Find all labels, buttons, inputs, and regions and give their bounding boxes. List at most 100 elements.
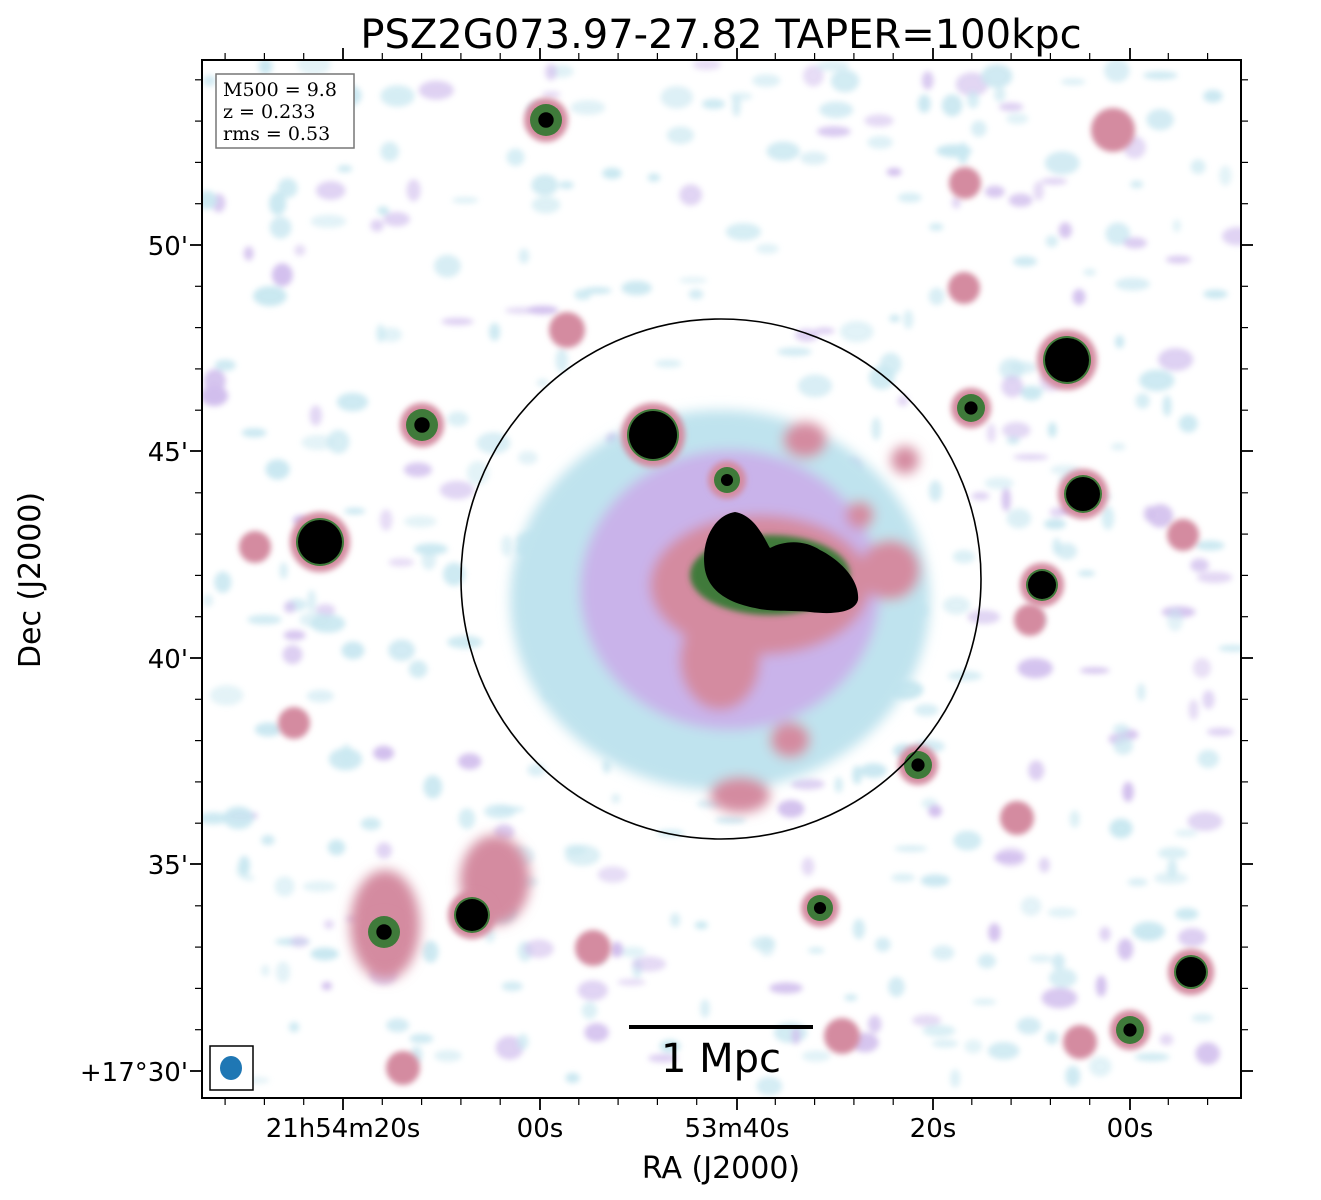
y-tick-label: 45' bbox=[148, 438, 188, 468]
noise-patch bbox=[988, 923, 1001, 942]
noise-patch bbox=[1122, 781, 1134, 803]
noise-patch bbox=[495, 1035, 524, 1060]
noise-patch bbox=[447, 635, 483, 649]
noise-patch bbox=[1056, 543, 1078, 560]
noise-patch bbox=[617, 978, 646, 986]
beam-indicator bbox=[209, 1045, 254, 1091]
noise-patch bbox=[610, 941, 623, 958]
noise-patch bbox=[1013, 454, 1049, 461]
noise-patch bbox=[1002, 422, 1031, 439]
noise-patch bbox=[1051, 953, 1065, 970]
noise-patch bbox=[830, 69, 860, 93]
axis-ticks bbox=[190, 48, 1253, 1110]
y-axis-label: Dec (J2000) bbox=[13, 492, 48, 668]
noise-patch bbox=[302, 881, 337, 892]
source-halo bbox=[1167, 519, 1199, 551]
noise-patch bbox=[380, 327, 403, 342]
noise-patch bbox=[360, 817, 381, 831]
x-tick-label: 00s bbox=[1107, 1114, 1154, 1144]
y-tick-label: 35' bbox=[148, 851, 188, 881]
noise-patch bbox=[679, 184, 703, 206]
noise-patch bbox=[1016, 1017, 1041, 1035]
noise-patch bbox=[1006, 508, 1032, 529]
noise-patch bbox=[994, 87, 1006, 102]
noise-patch bbox=[803, 65, 824, 87]
noise-patch bbox=[559, 181, 574, 190]
noise-patch bbox=[1019, 386, 1046, 393]
x-tick-labels: 21h54m20s 00s 53m40s 20s 00s bbox=[266, 1114, 1154, 1144]
noise-patch bbox=[545, 63, 557, 81]
noise-patch bbox=[621, 280, 652, 296]
noise-patch bbox=[423, 775, 443, 799]
noise-patch bbox=[867, 135, 893, 149]
noise-patch bbox=[403, 462, 432, 478]
noise-patch bbox=[889, 314, 901, 323]
noise-patch bbox=[1206, 727, 1234, 737]
noise-patch bbox=[243, 246, 254, 261]
noise-patch bbox=[952, 549, 976, 564]
compact-sources bbox=[239, 98, 1214, 1085]
noise-patch bbox=[984, 185, 1005, 198]
source-core bbox=[911, 758, 925, 772]
noise-patch bbox=[1001, 375, 1024, 398]
noise-patch bbox=[283, 601, 296, 614]
noise-patch bbox=[751, 936, 776, 951]
noise-patch bbox=[565, 1072, 580, 1084]
info-redshift: z = 0.233 bbox=[223, 101, 315, 123]
noise-patch bbox=[269, 191, 287, 216]
noise-patch bbox=[341, 641, 365, 660]
x-tick-label: 21h54m20s bbox=[266, 1114, 421, 1144]
noise-patch bbox=[1083, 268, 1097, 276]
noise-patch bbox=[752, 74, 781, 87]
noise-patch bbox=[527, 763, 546, 777]
noise-patch bbox=[209, 685, 244, 706]
noise-patch bbox=[451, 197, 479, 204]
noise-patch bbox=[670, 912, 681, 928]
noise-patch bbox=[903, 309, 914, 330]
noise-patch bbox=[380, 141, 400, 162]
noise-patch bbox=[223, 806, 254, 830]
noise-patch bbox=[500, 535, 513, 557]
noise-patch bbox=[242, 874, 255, 882]
noise-patch bbox=[434, 1049, 462, 1062]
noise-patch bbox=[283, 630, 306, 641]
info-rms: rms = 0.53 bbox=[223, 123, 330, 145]
source-core bbox=[414, 417, 430, 433]
noise-patch bbox=[1113, 723, 1130, 735]
noise-patch bbox=[1190, 159, 1206, 175]
noise-patch bbox=[301, 434, 335, 451]
noise-patch bbox=[1105, 222, 1131, 246]
noise-patch bbox=[922, 1024, 956, 1037]
noise-patch bbox=[409, 1033, 434, 1044]
noise-patch bbox=[1060, 78, 1086, 86]
noise-patch bbox=[1044, 151, 1080, 175]
noise-patch bbox=[408, 660, 428, 679]
noise-patch bbox=[666, 126, 695, 145]
noise-patch bbox=[715, 816, 747, 824]
noise-patch bbox=[917, 94, 931, 113]
noise-patch bbox=[337, 165, 353, 173]
noise-patch bbox=[1174, 829, 1198, 837]
noise-patch bbox=[376, 842, 392, 859]
noise-patch bbox=[1072, 288, 1086, 306]
radio-image bbox=[202, 60, 1241, 1096]
noise-patch bbox=[1041, 177, 1068, 185]
noise-patch bbox=[597, 866, 628, 883]
noise-patch bbox=[769, 982, 803, 994]
plot-title: PSZ2G073.97-27.82 TAPER=100kpc bbox=[360, 12, 1081, 58]
noise-patch bbox=[583, 287, 612, 294]
noise-patch bbox=[306, 689, 334, 703]
noise-patch bbox=[489, 322, 501, 341]
noise-patch bbox=[692, 60, 721, 70]
source-halo bbox=[1014, 604, 1046, 636]
noise-patch bbox=[327, 429, 350, 454]
noise-patch bbox=[914, 704, 939, 717]
source-halo bbox=[1000, 801, 1034, 835]
noise-patch bbox=[379, 509, 393, 531]
noise-patch bbox=[414, 543, 448, 555]
noise-patch bbox=[1109, 818, 1133, 839]
noise-patch bbox=[570, 100, 606, 115]
noise-patch bbox=[1139, 369, 1175, 392]
noise-patch bbox=[1113, 736, 1133, 755]
noise-patch bbox=[931, 1039, 959, 1048]
